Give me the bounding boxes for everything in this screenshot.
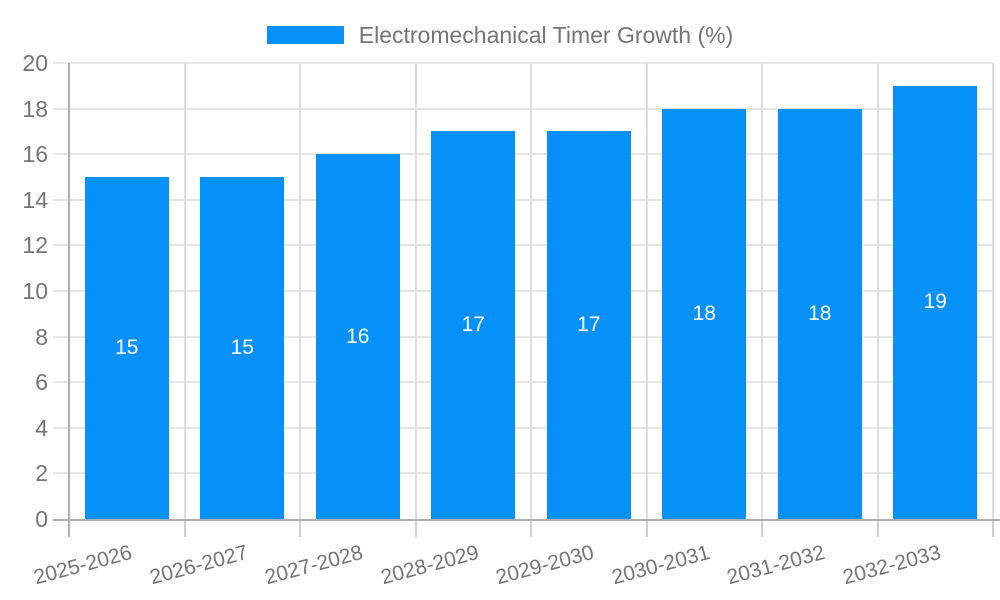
bar[interactable]: 15 — [84, 177, 169, 519]
gridline-horizontal — [53, 107, 993, 110]
y-axis-label: 20 — [22, 50, 48, 76]
gridline-vertical — [414, 63, 417, 519]
y-axis-label: 16 — [22, 141, 48, 168]
gridline-horizontal — [53, 335, 993, 338]
legend-label: Electromechanical Timer Growth (%) — [358, 22, 734, 48]
bar-value-label: 16 — [346, 324, 370, 348]
x-axis-line — [53, 519, 1000, 521]
gridline-vertical — [183, 63, 186, 519]
x-axis-label: 2030-2031 — [609, 541, 713, 590]
x-axis-label: 2027-2028 — [262, 541, 366, 590]
x-axis-label: 2029-2030 — [493, 541, 597, 590]
y-axis-label: 8 — [35, 323, 48, 350]
bar-value-label: 18 — [692, 301, 716, 325]
gridline-horizontal — [53, 62, 993, 64]
x-axis-tick — [992, 519, 994, 537]
bar-value-label: 17 — [577, 313, 601, 337]
x-axis-tick — [530, 519, 532, 537]
x-axis-tick — [299, 519, 301, 537]
y-axis-label: 2 — [35, 460, 48, 487]
bar[interactable]: 17 — [431, 131, 516, 519]
bar[interactable]: 18 — [777, 108, 862, 519]
y-axis-label: 0 — [35, 506, 48, 532]
gridline-horizontal — [53, 290, 993, 292]
bar-value-label: 19 — [923, 290, 947, 314]
x-axis-tick — [876, 519, 879, 537]
bar-value-label: 18 — [808, 301, 832, 325]
gridline-horizontal — [53, 198, 993, 201]
y-axis-label: 12 — [22, 232, 48, 259]
x-axis-label: 2026-2027 — [147, 541, 251, 590]
gridline-vertical — [530, 63, 532, 519]
gridline-horizontal — [53, 244, 993, 247]
y-axis-line — [68, 63, 70, 537]
y-axis-label: 18 — [22, 95, 48, 122]
gridline-vertical — [876, 63, 879, 519]
x-axis-tick — [183, 519, 186, 537]
bar-value-label: 15 — [230, 336, 254, 359]
bar[interactable]: 15 — [200, 177, 285, 519]
y-axis-label: 4 — [35, 414, 48, 441]
x-axis-label: 2028-2029 — [378, 541, 482, 590]
gridline-vertical — [992, 63, 994, 519]
bar[interactable]: 17 — [546, 131, 631, 519]
y-axis-label: 14 — [22, 186, 48, 213]
gridline-horizontal — [53, 472, 993, 475]
gridline-horizontal — [53, 426, 993, 429]
legend[interactable]: Electromechanical Timer Growth (%) — [0, 22, 1000, 48]
gridline-horizontal — [53, 381, 993, 384]
x-axis-tick — [414, 519, 417, 537]
bar[interactable]: 19 — [893, 85, 978, 519]
gridline-vertical — [761, 63, 763, 519]
bar-value-label: 15 — [115, 336, 139, 359]
gridline-horizontal — [53, 153, 993, 156]
y-axis-label: 10 — [22, 278, 48, 304]
gridline-vertical — [299, 63, 301, 519]
x-axis-label: 2025-2026 — [31, 541, 135, 590]
legend-swatch — [266, 26, 344, 44]
x-axis-tick — [761, 519, 763, 537]
bar[interactable]: 18 — [662, 108, 747, 519]
gridline-vertical — [645, 63, 648, 519]
x-axis-label: 2031-2032 — [724, 541, 828, 590]
y-axis-label: 6 — [35, 369, 48, 396]
x-axis-tick — [645, 519, 648, 537]
bar-value-label: 17 — [461, 313, 485, 337]
bar[interactable]: 16 — [315, 154, 400, 519]
x-axis-label: 2032-2033 — [840, 541, 944, 590]
